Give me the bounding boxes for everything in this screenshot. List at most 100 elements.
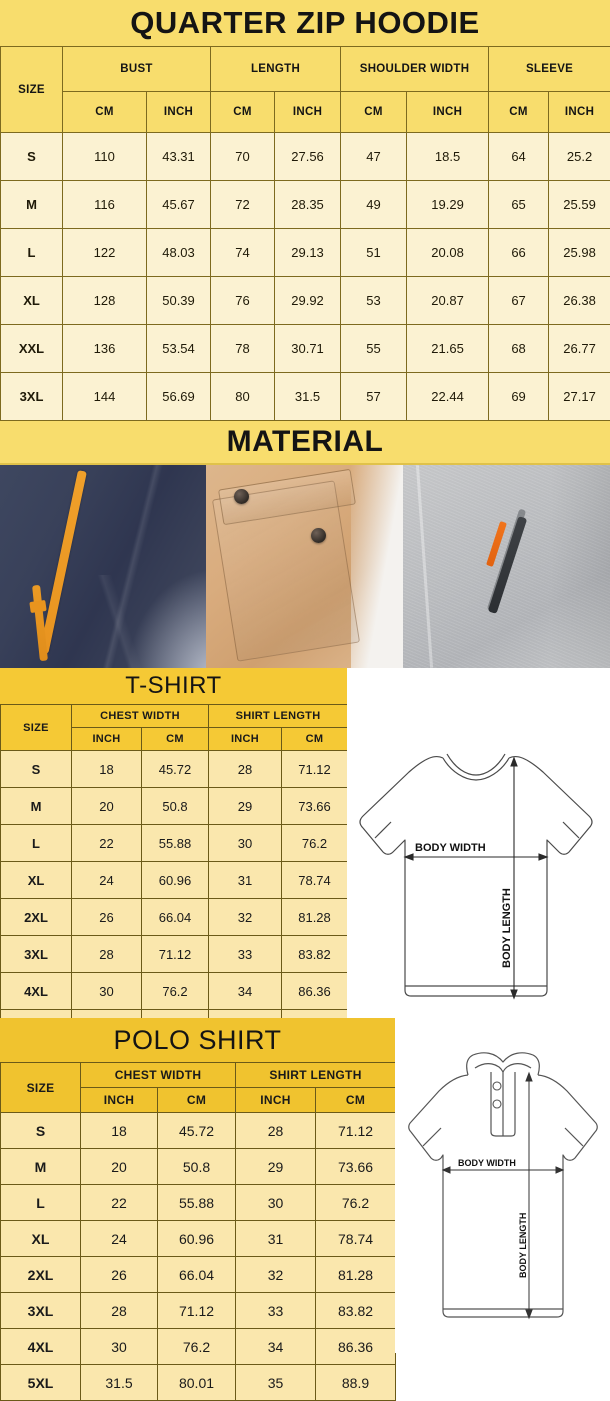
hoodie-group-sleeve: SLEEVE <box>489 47 610 92</box>
hoodie-size-header: SIZE <box>1 47 63 133</box>
cell-length-inch: 27.56 <box>275 133 341 181</box>
table-row: 4XL 30 76.2 34 86.36 <box>1 1329 396 1365</box>
table-row: XL 24 60.96 31 78.74 <box>1 862 348 899</box>
tshirt-size-4xl: 4XL <box>1 973 72 1010</box>
hoodie-unit-length-cm: CM <box>211 92 275 133</box>
cell-chest-cm: 66.04 <box>158 1257 236 1293</box>
cell-length-inch: 32 <box>236 1257 316 1293</box>
polo-size-4xl: 4XL <box>1 1329 81 1365</box>
tan-snap-pocket-photo <box>206 465 403 668</box>
tshirt-size-2xl: 2XL <box>1 899 72 936</box>
cell-shoulder-cm: 53 <box>341 277 407 325</box>
cell-length-cm: 72 <box>211 181 275 229</box>
cell-shoulder-cm: 47 <box>341 133 407 181</box>
cell-length-cm: 76.2 <box>316 1185 396 1221</box>
cell-chest-inch: 28 <box>81 1293 158 1329</box>
tshirt-size-header: SIZE <box>1 705 72 751</box>
cell-length-inch: 28 <box>209 751 282 788</box>
polo-unit-length-inch: INCH <box>236 1088 316 1113</box>
cell-chest-inch: 24 <box>81 1221 158 1257</box>
cell-bust-inch: 56.69 <box>147 373 211 421</box>
tshirt-body-length-label: BODY LENGTH <box>501 888 513 968</box>
polo-size-s: S <box>1 1113 81 1149</box>
cell-shoulder-inch: 20.87 <box>407 277 489 325</box>
tshirt-size-l: L <box>1 825 72 862</box>
hoodie-size-xxl: XXL <box>1 325 63 373</box>
cell-chest-cm: 76.2 <box>142 973 209 1010</box>
cell-length-inch: 31 <box>236 1221 316 1257</box>
table-row: 2XL 26 66.04 32 81.28 <box>1 1257 396 1293</box>
polo-size-3xl: 3XL <box>1 1293 81 1329</box>
table-row: L 22 55.88 30 76.2 <box>1 825 348 862</box>
table-row: M 20 50.8 29 73.66 <box>1 788 348 825</box>
cell-chest-inch: 22 <box>81 1185 158 1221</box>
tshirt-table-column: T-SHIRT SIZE CHEST WIDTH SHIRT LENGTH IN… <box>0 668 347 1018</box>
hoodie-section: QUARTER ZIP HOODIE SIZE BUST LENGTH SHOU… <box>0 0 610 421</box>
table-row: 5XL 31.5 80.01 35 88.9 <box>1 1365 396 1401</box>
cell-bust-cm: 110 <box>63 133 147 181</box>
cell-chest-inch: 26 <box>72 899 142 936</box>
table-row: S 18 45.72 28 71.12 <box>1 751 348 788</box>
table-row: M 116 45.67 72 28.35 49 19.29 65 25.59 <box>1 181 610 229</box>
tshirt-group-shirt-length: SHIRT LENGTH <box>209 705 348 728</box>
cell-length-cm: 83.82 <box>282 936 348 973</box>
cell-chest-inch: 18 <box>81 1113 158 1149</box>
cell-length-cm: 76 <box>211 277 275 325</box>
cell-length-cm: 86.36 <box>316 1329 396 1365</box>
polo-title: POLO SHIRT <box>0 1018 395 1062</box>
polo-group-chest-width: CHEST WIDTH <box>81 1063 236 1088</box>
tshirt-unit-length-inch: INCH <box>209 728 282 751</box>
cell-length-inch: 29.13 <box>275 229 341 277</box>
cell-length-cm: 86.36 <box>282 973 348 1010</box>
cell-length-cm: 81.28 <box>282 899 348 936</box>
polo-size-table: SIZE CHEST WIDTH SHIRT LENGTH INCH CM IN… <box>0 1062 396 1401</box>
cell-shoulder-cm: 51 <box>341 229 407 277</box>
cell-sleeve-inch: 26.38 <box>549 277 610 325</box>
cell-bust-inch: 48.03 <box>147 229 211 277</box>
hoodie-unit-sleeve-inch: INCH <box>549 92 610 133</box>
cell-chest-cm: 76.2 <box>158 1329 236 1365</box>
polo-size-2xl: 2XL <box>1 1257 81 1293</box>
cell-length-inch: 31 <box>209 862 282 899</box>
hoodie-title: QUARTER ZIP HOODIE <box>0 0 610 46</box>
polo-unit-chest-inch: INCH <box>81 1088 158 1113</box>
cell-bust-cm: 122 <box>63 229 147 277</box>
tshirt-group-chest-width: CHEST WIDTH <box>72 705 209 728</box>
cell-chest-cm: 60.96 <box>158 1221 236 1257</box>
cell-chest-inch: 30 <box>72 973 142 1010</box>
cell-sleeve-cm: 69 <box>489 373 549 421</box>
cell-chest-inch: 26 <box>81 1257 158 1293</box>
tshirt-size-xl: XL <box>1 862 72 899</box>
cell-shoulder-cm: 57 <box>341 373 407 421</box>
hoodie-unit-shoulder-cm: CM <box>341 92 407 133</box>
cell-bust-inch: 53.54 <box>147 325 211 373</box>
cell-sleeve-cm: 68 <box>489 325 549 373</box>
polo-unit-length-cm: CM <box>316 1088 396 1113</box>
table-row: 2XL 26 66.04 32 81.28 <box>1 899 348 936</box>
cell-sleeve-cm: 64 <box>489 133 549 181</box>
cell-shoulder-cm: 49 <box>341 181 407 229</box>
photo-edge-shadow <box>550 465 610 668</box>
cell-shoulder-inch: 20.08 <box>407 229 489 277</box>
cell-length-inch: 30 <box>236 1185 316 1221</box>
polo-section: POLO SHIRT SIZE CHEST WIDTH SHIRT LENGTH… <box>0 1018 610 1353</box>
cell-length-inch: 30 <box>209 825 282 862</box>
tshirt-title: T-SHIRT <box>0 668 347 704</box>
snap-button-icon <box>234 489 249 504</box>
cell-chest-cm: 71.12 <box>142 936 209 973</box>
polo-measurement-diagram: BODY WIDTH BODY LENGTH <box>395 1018 610 1353</box>
cell-sleeve-cm: 65 <box>489 181 549 229</box>
cell-chest-inch: 24 <box>72 862 142 899</box>
cell-length-inch: 33 <box>236 1293 316 1329</box>
hoodie-size-m: M <box>1 181 63 229</box>
cell-chest-cm: 50.8 <box>142 788 209 825</box>
cell-chest-cm: 45.72 <box>142 751 209 788</box>
polo-table-column: POLO SHIRT SIZE CHEST WIDTH SHIRT LENGTH… <box>0 1018 395 1353</box>
cell-length-inch: 28.35 <box>275 181 341 229</box>
tshirt-size-3xl: 3XL <box>1 936 72 973</box>
cell-length-inch: 34 <box>209 973 282 1010</box>
tshirt-unit-length-cm: CM <box>282 728 348 751</box>
hoodie-group-shoulder-width: SHOULDER WIDTH <box>341 47 489 92</box>
tshirt-measurement-diagram: BODY WIDTH BODY LENGTH <box>347 668 610 1018</box>
cell-length-inch: 34 <box>236 1329 316 1365</box>
